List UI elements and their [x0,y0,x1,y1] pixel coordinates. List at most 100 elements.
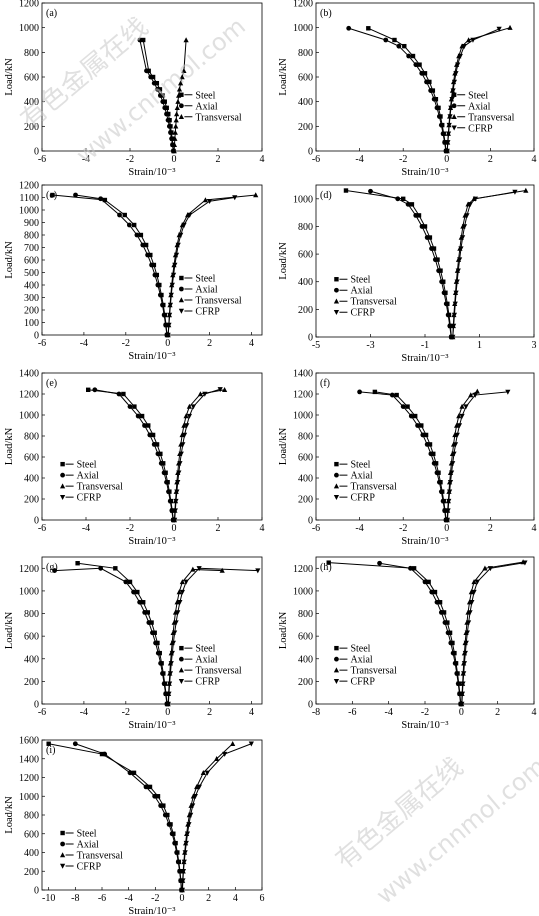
legend-item: Transversal [178,296,242,307]
data-point [170,272,177,278]
data-point [394,392,399,398]
data-point [143,784,149,790]
data-point [419,423,424,428]
data-point [172,840,178,846]
data-point [175,859,181,865]
data-point [172,129,178,135]
data-point [181,422,187,428]
y-tick-label: 600 [298,453,313,464]
x-axis-label: Strain/10⁻³ [128,720,175,731]
data-point [164,111,169,117]
data-point [357,389,362,395]
legend-marker [451,92,457,97]
legend-marker [179,645,184,651]
legend-marker [178,678,184,684]
data-point [116,391,122,397]
y-tick-label: 800 [24,432,39,443]
data-point [155,650,161,656]
data-point [429,589,435,595]
data-point [161,803,166,808]
legend-item: Steel [179,90,216,101]
data-point [123,579,129,585]
data-point [177,461,183,467]
data-point [466,37,472,43]
data-point [176,470,182,476]
x-tick-label: 4 [260,154,265,165]
legend-marker [334,472,339,478]
data-point [443,301,449,307]
data-point [255,568,261,574]
legend-label: Steel [77,460,97,471]
y-tick-label: 0 [308,147,313,158]
chart-panel-f: -6 -4 -2 0 2 4 0 200 400 600 800 1000 1200 1400 Strain… [278,369,537,548]
legend-item: Steel [334,460,371,471]
y-tick-label: 800 [24,811,39,822]
data-point [471,579,477,585]
data-point [450,334,456,340]
data-point [461,671,467,677]
data-point [408,413,414,419]
legend-marker [334,461,339,467]
data-point [445,508,451,514]
data-point [131,770,137,776]
data-point [439,279,445,285]
data-point [366,26,371,31]
legend-item: Steel [179,644,216,655]
x-tick-label: -4 [80,338,88,349]
data-point [167,681,173,687]
legend-label: Steel [468,90,488,101]
x-tick-label: 0 [165,338,170,349]
x-tick-label: -6 [312,523,320,534]
legend-marker [451,113,457,119]
data-point [102,751,108,757]
legend-item: Transversal [451,112,515,123]
data-point [467,202,473,208]
chart-panels: -6 -4 -2 0 2 4020040060080010001200Strain/10⁻… [4,0,537,916]
y-tick-label: 200 [24,306,39,317]
y-tick-label: 700 [24,243,39,254]
data-point [424,442,430,447]
data-point [424,235,430,240]
data-point [168,661,174,667]
data-point [167,671,174,677]
data-point [175,98,181,104]
data-point [431,246,437,251]
data-point [512,189,518,195]
x-tick-label: 2 [495,707,500,718]
legend-label: Axial [350,471,372,482]
legend-label: Transversal [350,482,397,493]
y-tick-label: 400 [298,654,313,665]
data-point [326,560,331,565]
data-point [440,498,446,504]
data-point [154,80,160,86]
data-point [175,242,181,248]
legend-label: Steel [77,829,97,840]
y-tick-label: 0 [34,147,39,158]
data-point [147,784,153,790]
data-point [447,114,453,120]
series-cfrp [444,389,511,523]
data-point [155,451,161,457]
data-point [141,600,146,605]
series-transversal [171,37,189,154]
series-cfrp [459,560,528,707]
data-point [187,212,193,218]
data-point [137,599,143,605]
legend-marker [333,310,340,316]
data-point [161,681,167,687]
y-tick-label: 400 [298,474,313,485]
x-tick-label: -2 [122,707,130,718]
series-axial [73,192,170,338]
y-tick-label: 600 [24,829,39,840]
data-point [135,413,141,419]
legend-marker [179,92,184,97]
series-cfrp [450,189,518,340]
data-point [419,224,425,229]
y-tick-label: 800 [24,48,39,59]
x-tick-label: -3 [366,340,374,351]
data-point [150,630,155,636]
data-point [167,312,173,318]
data-point [73,192,78,198]
